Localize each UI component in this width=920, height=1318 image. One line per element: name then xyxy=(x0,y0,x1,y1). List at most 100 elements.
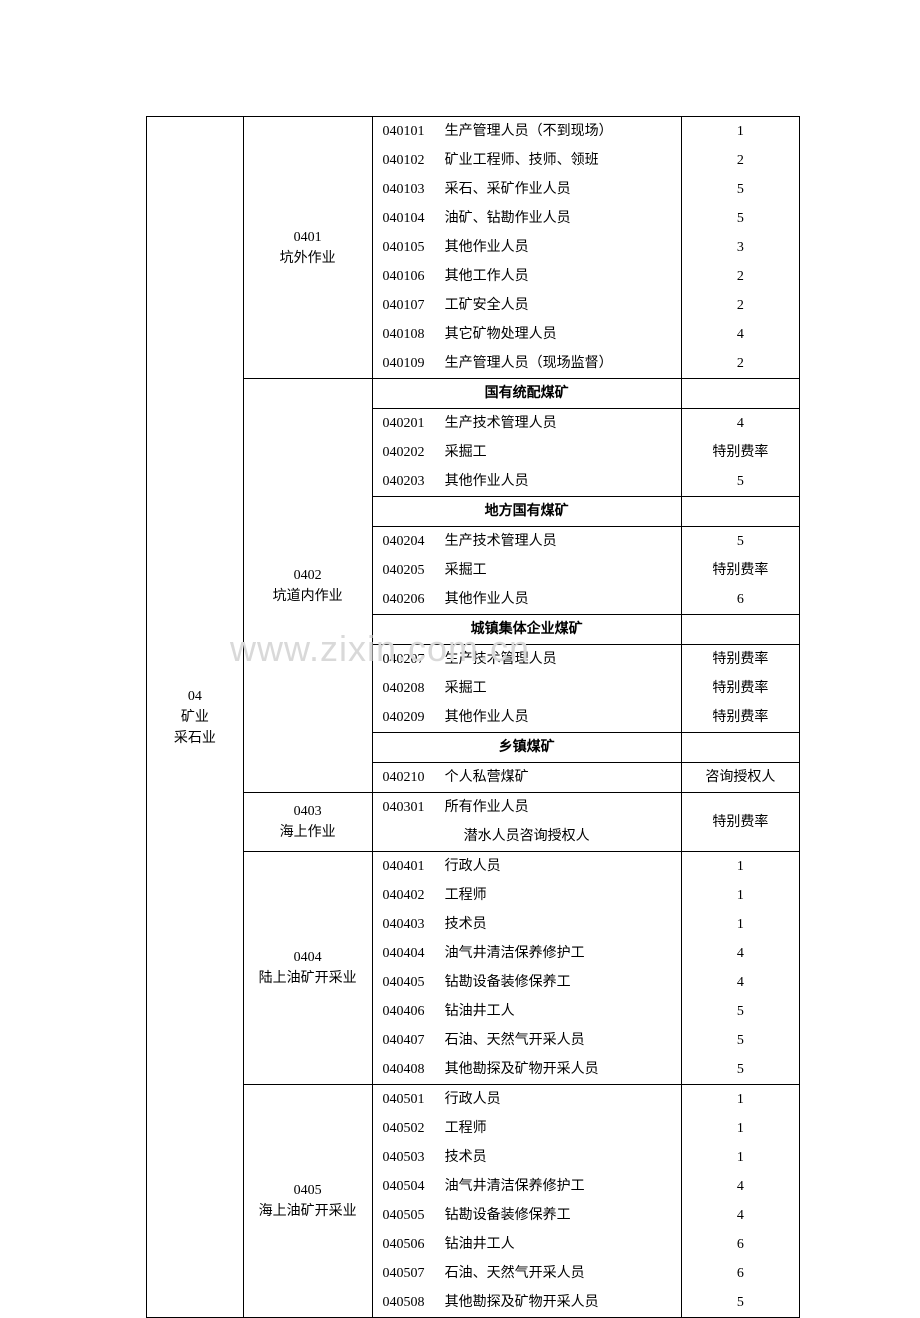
rate-cell-empty xyxy=(681,497,799,527)
job-name: 油气井清洁保养修护工 xyxy=(439,1172,682,1201)
category-line3: 采石业 xyxy=(153,728,237,749)
job-rate: 特别费率 xyxy=(681,438,799,467)
job-name: 其他勘探及矿物开采人员 xyxy=(439,1288,682,1318)
job-rate: 1 xyxy=(681,117,799,147)
job-code: 040103 xyxy=(372,175,439,204)
job-name: 其他作业人员 xyxy=(439,467,682,497)
job-code: 040505 xyxy=(372,1201,439,1230)
job-rate: 4 xyxy=(681,409,799,439)
job-code: 040109 xyxy=(372,349,439,379)
subcategory-cell: 0401 坑外作业 xyxy=(243,117,372,379)
job-rate: 6 xyxy=(681,585,799,615)
job-code: 040501 xyxy=(372,1085,439,1115)
job-rate: 4 xyxy=(681,1201,799,1230)
rate-cell-empty xyxy=(681,615,799,645)
job-name: 技术员 xyxy=(439,910,682,939)
job-code: 040108 xyxy=(372,320,439,349)
job-rate: 特别费率 xyxy=(681,793,799,852)
category-cell: 04 矿业 采石业 xyxy=(147,117,244,1318)
sub-code: 0402 xyxy=(250,565,366,586)
job-name: 其他作业人员 xyxy=(439,585,682,615)
subcategory-cell: 0405 海上油矿开采业 xyxy=(243,1085,372,1318)
job-code: 040503 xyxy=(372,1143,439,1172)
job-code: 040105 xyxy=(372,233,439,262)
job-name: 生产技术管理人员 xyxy=(439,645,682,675)
job-code: 040405 xyxy=(372,968,439,997)
sub-code: 0404 xyxy=(250,947,366,968)
job-code: 040406 xyxy=(372,997,439,1026)
job-rate: 1 xyxy=(681,1085,799,1115)
category-code: 04 xyxy=(153,686,237,707)
job-code: 040408 xyxy=(372,1055,439,1085)
sub-name: 海上油矿开采业 xyxy=(250,1201,366,1222)
group-header: 城镇集体企业煤矿 xyxy=(372,615,681,645)
job-rate: 咨询授权人 xyxy=(681,763,799,793)
job-code: 040207 xyxy=(372,645,439,675)
group-header: 国有统配煤矿 xyxy=(372,379,681,409)
job-name: 生产管理人员（不到现场） xyxy=(439,117,682,147)
group-header: 乡镇煤矿 xyxy=(372,733,681,763)
job-rate: 1 xyxy=(681,881,799,910)
job-rate: 5 xyxy=(681,1055,799,1085)
job-name: 采掘工 xyxy=(439,674,682,703)
job-rate: 特别费率 xyxy=(681,703,799,733)
job-name: 个人私营煤矿 xyxy=(439,763,682,793)
job-code: 040508 xyxy=(372,1288,439,1318)
job-code: 040202 xyxy=(372,438,439,467)
job-name: 行政人员 xyxy=(439,1085,682,1115)
job-rate: 特别费率 xyxy=(681,645,799,675)
job-rate: 6 xyxy=(681,1259,799,1288)
job-name: 生产技术管理人员 xyxy=(439,409,682,439)
subcategory-cell: 0403 海上作业 xyxy=(243,793,372,852)
job-name: 矿业工程师、技师、领班 xyxy=(439,146,682,175)
rate-cell-empty xyxy=(681,379,799,409)
table-row: 0405 海上油矿开采业 040501 行政人员 1 xyxy=(147,1085,800,1115)
job-name: 石油、天然气开采人员 xyxy=(439,1026,682,1055)
job-rate: 5 xyxy=(681,204,799,233)
job-rate: 1 xyxy=(681,910,799,939)
table-row: 0403 海上作业 040301 所有作业人员 特别费率 xyxy=(147,793,800,823)
job-code: 040407 xyxy=(372,1026,439,1055)
job-code: 040102 xyxy=(372,146,439,175)
page-container: www.zixin.com.cn 04 矿业 采石业 0401 坑外作业 04 xyxy=(0,0,920,1318)
job-code: 040502 xyxy=(372,1114,439,1143)
job-name: 生产技术管理人员 xyxy=(439,527,682,557)
job-rate: 2 xyxy=(681,349,799,379)
job-name: 所有作业人员 xyxy=(439,793,682,823)
sub-name: 海上作业 xyxy=(250,822,366,843)
job-name: 工程师 xyxy=(439,1114,682,1143)
job-name: 其它矿物处理人员 xyxy=(439,320,682,349)
sub-code: 0405 xyxy=(250,1180,366,1201)
job-rate: 4 xyxy=(681,968,799,997)
job-code: 040506 xyxy=(372,1230,439,1259)
job-name: 钻油井工人 xyxy=(439,997,682,1026)
job-rate: 1 xyxy=(681,1143,799,1172)
job-rate: 特别费率 xyxy=(681,556,799,585)
job-rate: 3 xyxy=(681,233,799,262)
job-code: 040504 xyxy=(372,1172,439,1201)
job-rate: 1 xyxy=(681,852,799,882)
job-code: 040402 xyxy=(372,881,439,910)
job-code: 040205 xyxy=(372,556,439,585)
job-name: 钻勘设备装修保养工 xyxy=(439,1201,682,1230)
job-rate: 2 xyxy=(681,146,799,175)
job-rate: 5 xyxy=(681,527,799,557)
job-code: 040208 xyxy=(372,674,439,703)
job-rate: 5 xyxy=(681,1288,799,1318)
job-code: 040204 xyxy=(372,527,439,557)
job-name: 行政人员 xyxy=(439,852,682,882)
job-name: 采石、采矿作业人员 xyxy=(439,175,682,204)
sub-name: 坑道内作业 xyxy=(250,586,366,607)
job-rate: 5 xyxy=(681,467,799,497)
category-line2: 矿业 xyxy=(153,707,237,728)
job-code: 040206 xyxy=(372,585,439,615)
job-name: 其他作业人员 xyxy=(439,703,682,733)
occupation-table: 04 矿业 采石业 0401 坑外作业 040101 生产管理人员（不到现场） … xyxy=(146,116,800,1318)
job-code: 040403 xyxy=(372,910,439,939)
job-rate: 2 xyxy=(681,262,799,291)
job-rate: 4 xyxy=(681,939,799,968)
table-row: 04 矿业 采石业 0401 坑外作业 040101 生产管理人员（不到现场） … xyxy=(147,117,800,147)
job-rate: 特别费率 xyxy=(681,674,799,703)
job-name: 工程师 xyxy=(439,881,682,910)
job-name: 石油、天然气开采人员 xyxy=(439,1259,682,1288)
